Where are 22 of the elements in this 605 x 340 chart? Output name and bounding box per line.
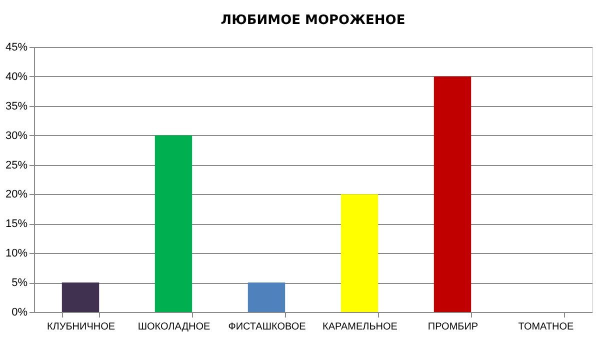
x-tick-label: КАРАМЕЛЬНОЕ	[322, 322, 398, 332]
y-tick-label: 35%	[5, 100, 28, 112]
x-tick-label: ПРОМБИР	[428, 322, 478, 332]
x-tick-label: ШОКОЛАДНОЕ	[138, 322, 210, 332]
bar	[248, 282, 286, 312]
x-tick-label: КЛУБНИЧНОЕ	[46, 322, 116, 332]
y-tick-label: 0%	[12, 306, 28, 318]
y-tick-label: 15%	[5, 218, 28, 230]
x-tick-label: ФИСТАШКОВОЕ	[228, 322, 306, 332]
y-tick-label: 45%	[5, 42, 28, 54]
y-tick-label: 5%	[12, 277, 28, 290]
bar	[340, 194, 378, 312]
y-tick-label: 10%	[5, 248, 28, 260]
y-tick-label: 30%	[5, 130, 28, 142]
y-tick-label: 20%	[5, 188, 28, 201]
x-tick-label: ТОМАТНОЕ	[518, 322, 574, 332]
bar	[154, 135, 192, 312]
y-tick-label: 25%	[5, 159, 28, 172]
bar	[434, 76, 472, 312]
y-tick-label: 40%	[5, 70, 28, 83]
chart-title: ЛЮБИМОЕ МОРОЖЕНОЕ	[220, 13, 406, 28]
bar	[62, 282, 100, 312]
